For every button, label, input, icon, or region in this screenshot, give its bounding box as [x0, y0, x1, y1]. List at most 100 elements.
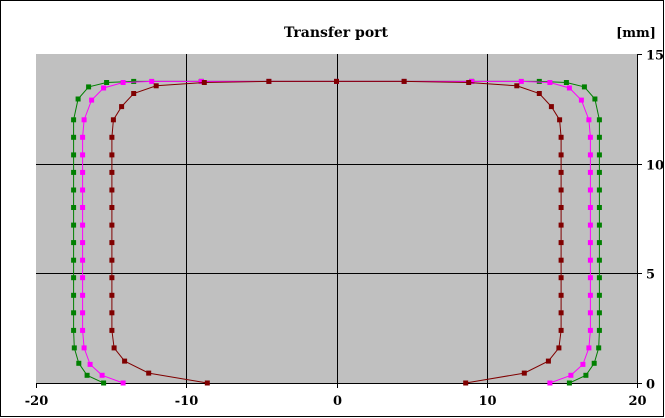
- data-point: [89, 97, 95, 103]
- data-point: [75, 96, 81, 102]
- plot-area: [36, 54, 637, 383]
- data-point: [587, 152, 593, 158]
- data-point: [71, 327, 77, 333]
- data-point: [563, 80, 569, 85]
- x-tick-label: 20: [628, 394, 646, 409]
- data-point: [80, 240, 86, 246]
- data-point: [146, 370, 152, 376]
- data-point: [80, 257, 86, 263]
- data-point: [109, 187, 115, 193]
- data-point: [587, 327, 593, 333]
- data-point: [153, 83, 159, 89]
- data-point: [101, 85, 107, 91]
- data-point: [587, 275, 593, 281]
- data-point: [99, 372, 105, 378]
- data-point: [558, 292, 564, 298]
- data-point: [596, 292, 602, 298]
- data-point: [587, 205, 593, 210]
- data-point: [109, 257, 115, 263]
- data-point: [119, 104, 125, 110]
- data-point: [596, 345, 602, 351]
- data-point: [557, 117, 563, 123]
- data-point: [80, 275, 86, 281]
- data-point: [71, 310, 77, 316]
- y-tick-label: 5: [646, 268, 655, 283]
- data-point: [592, 96, 598, 102]
- data-point: [596, 117, 602, 123]
- data-point: [536, 78, 542, 84]
- data-point: [109, 222, 115, 228]
- data-point: [556, 345, 562, 351]
- data-point: [86, 84, 92, 90]
- data-point: [334, 78, 339, 84]
- data-point: [81, 117, 87, 123]
- data-point: [71, 222, 77, 228]
- data-point: [558, 275, 564, 281]
- data-point: [131, 78, 137, 84]
- data-point: [71, 257, 77, 263]
- data-point: [596, 205, 602, 210]
- data-point: [71, 134, 77, 140]
- data-point: [566, 380, 572, 386]
- data-point: [587, 187, 593, 193]
- data-point: [596, 310, 602, 316]
- data-point: [109, 292, 115, 298]
- data-point: [587, 310, 593, 316]
- data-point: [587, 292, 593, 298]
- data-point: [596, 134, 602, 140]
- data-point: [84, 372, 90, 378]
- data-point: [80, 169, 86, 175]
- data-point: [587, 257, 593, 263]
- data-point: [558, 152, 564, 158]
- data-point: [558, 327, 564, 333]
- data-point: [71, 275, 77, 281]
- y-tick-label: 0: [646, 378, 655, 393]
- data-point: [80, 222, 86, 228]
- grid-layer: [36, 54, 637, 383]
- data-point: [596, 169, 602, 175]
- data-point: [558, 187, 564, 193]
- data-point: [469, 78, 475, 84]
- data-point: [591, 360, 597, 366]
- data-point: [80, 134, 86, 140]
- data-point: [87, 361, 93, 367]
- chart-title: Transfer port: [284, 25, 389, 41]
- data-point: [587, 134, 593, 140]
- data-point: [266, 78, 272, 84]
- data-point: [583, 372, 589, 378]
- data-point: [466, 80, 472, 85]
- data-point: [120, 80, 126, 85]
- data-point: [120, 380, 126, 386]
- data-point: [558, 222, 564, 228]
- data-point: [401, 78, 407, 84]
- x-tick-label: -20: [25, 394, 49, 409]
- data-point: [81, 345, 87, 351]
- data-point: [109, 152, 115, 158]
- data-point: [71, 292, 77, 298]
- data-point: [71, 117, 77, 123]
- data-point: [71, 169, 77, 175]
- data-point: [586, 345, 592, 351]
- data-point: [545, 358, 551, 364]
- data-point: [558, 310, 564, 316]
- data-point: [80, 205, 86, 210]
- data-point: [109, 169, 115, 175]
- series-3: [109, 78, 564, 386]
- data-point: [536, 91, 542, 96]
- data-point: [596, 275, 602, 281]
- data-point: [596, 240, 602, 246]
- x-tick-label: 10: [478, 394, 496, 409]
- data-point: [109, 327, 115, 333]
- data-point: [596, 257, 602, 263]
- data-point: [80, 152, 86, 158]
- data-point: [547, 380, 553, 386]
- data-point: [76, 360, 82, 366]
- data-point: [581, 84, 587, 90]
- data-point: [518, 78, 524, 84]
- data-point: [111, 345, 117, 351]
- data-point: [122, 358, 128, 364]
- data-point: [558, 169, 564, 175]
